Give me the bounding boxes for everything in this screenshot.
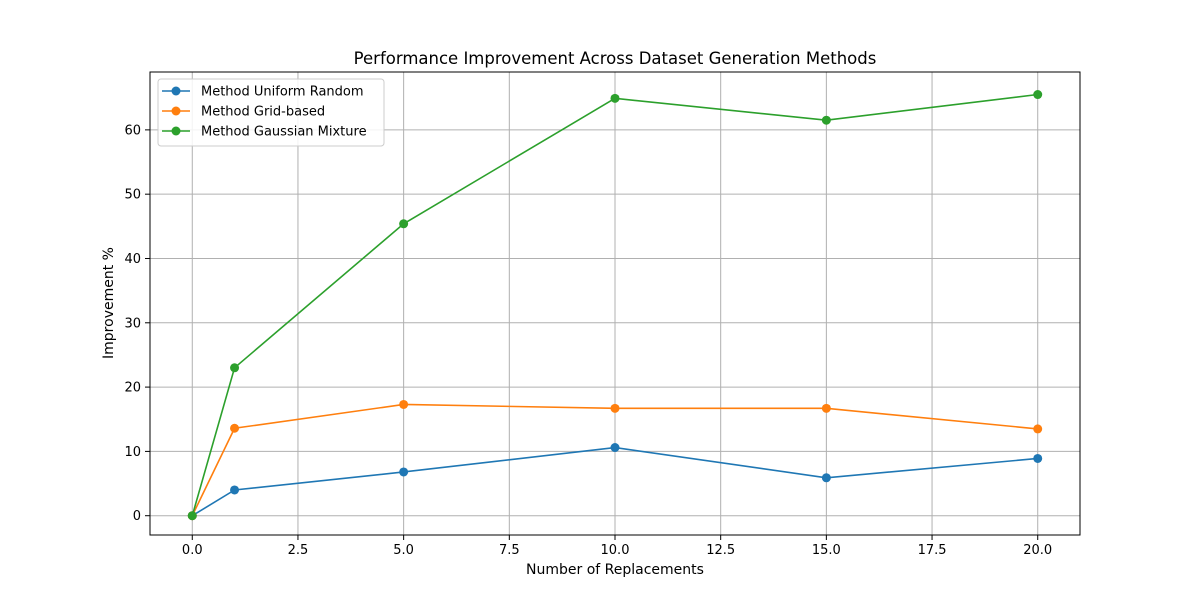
series-line <box>191 93 1038 516</box>
legend-label: Method Gaussian Mixture <box>201 125 367 140</box>
y-tick-label: 30 <box>124 316 141 331</box>
data-point <box>610 403 620 413</box>
series-line <box>191 403 1038 517</box>
legend-marker <box>171 106 181 116</box>
data-point <box>821 115 831 125</box>
legend-box <box>157 78 385 147</box>
x-axis-title: Number of Replacements <box>526 562 704 578</box>
x-tick-label: 2.5 <box>288 543 309 558</box>
x-tick-label: 7.5 <box>499 543 520 558</box>
legend-label: Method Grid-based <box>201 105 325 120</box>
data-point <box>1033 453 1043 463</box>
y-tick-label: 0 <box>133 509 141 524</box>
y-tick-label: 20 <box>124 381 141 396</box>
data-point <box>399 219 409 229</box>
legend: Method Uniform Random Method Grid-based Me… <box>157 78 385 147</box>
legend-item: Method Grid-based <box>162 105 325 120</box>
x-tick-label: 10.0 <box>601 543 630 558</box>
data-point <box>187 511 197 521</box>
x-tick-label: 20.0 <box>1023 543 1052 558</box>
legend-marker <box>171 126 181 136</box>
legend-label: Method Uniform Random <box>201 85 364 100</box>
legend-item: Method Uniform Random <box>162 85 364 100</box>
data-point <box>821 473 831 483</box>
grid-lines <box>150 72 1080 535</box>
legend-item: Method Gaussian Mixture <box>162 125 367 140</box>
chart-title: Performance Improvement Across Dataset G… <box>354 49 877 68</box>
y-tick-label: 50 <box>124 188 141 203</box>
x-tick-label: 5.0 <box>393 543 414 558</box>
x-tick-label: 17.5 <box>918 543 947 558</box>
data-point <box>821 403 831 413</box>
series-line <box>191 446 1038 517</box>
series-3 <box>187 90 1043 521</box>
y-tick-label: 40 <box>124 252 141 267</box>
y-axis: 0 10 20 30 40 50 60 <box>124 123 150 524</box>
y-tick-label: 10 <box>124 445 141 460</box>
data-point <box>610 93 620 103</box>
data-point <box>230 485 240 495</box>
legend-marker <box>171 86 181 96</box>
data-point <box>610 443 620 453</box>
data-point <box>230 363 240 373</box>
data-point <box>230 423 240 433</box>
series-layer <box>187 90 1043 521</box>
data-point <box>1033 424 1043 434</box>
x-tick-label: 12.5 <box>706 543 735 558</box>
x-tick-label: 0.0 <box>182 543 203 558</box>
data-point <box>1033 90 1043 100</box>
y-tick-label: 60 <box>124 123 141 138</box>
x-axis: 0.0 2.5 5.0 7.5 10.0 12.5 15.0 17.5 20.0 <box>182 535 1052 558</box>
data-point <box>399 399 409 409</box>
y-axis-title: Improvement % <box>101 247 117 359</box>
x-tick-label: 15.0 <box>812 543 841 558</box>
data-point <box>399 467 409 477</box>
